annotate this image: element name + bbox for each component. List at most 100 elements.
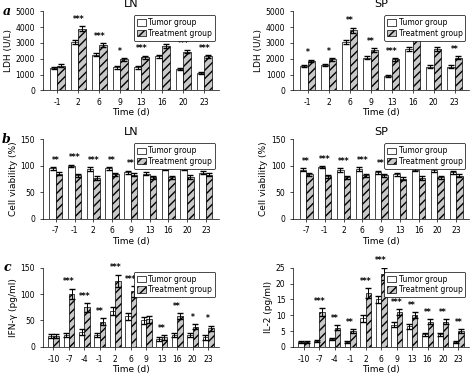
Text: ***: *** (338, 157, 349, 166)
Text: ***: *** (356, 156, 368, 165)
Bar (392, 59, 399, 90)
Text: ***: *** (79, 292, 90, 301)
Bar (93, 178, 100, 219)
Bar (106, 169, 112, 219)
Bar (434, 49, 441, 90)
Text: **: ** (452, 159, 460, 168)
Bar (187, 177, 193, 219)
Bar (64, 335, 69, 347)
Bar (94, 335, 100, 347)
Bar (206, 175, 212, 219)
Bar (384, 76, 392, 90)
Bar (455, 58, 462, 90)
Text: ***: *** (319, 155, 331, 164)
Text: **: ** (367, 37, 374, 46)
Bar (79, 332, 84, 347)
Bar (412, 315, 418, 347)
Text: *: * (160, 33, 164, 42)
Text: **: ** (173, 302, 181, 311)
Bar (397, 312, 402, 347)
Bar (328, 59, 336, 90)
X-axis label: Time (d): Time (d) (112, 109, 150, 117)
Text: ***: *** (125, 275, 137, 284)
Text: ***: *** (313, 297, 325, 306)
Text: **: ** (439, 308, 447, 317)
Bar (422, 334, 428, 347)
Bar (356, 169, 362, 219)
Bar (162, 169, 168, 219)
Bar (428, 322, 433, 347)
Bar (143, 174, 150, 219)
Text: **: ** (52, 156, 60, 164)
Bar (350, 331, 356, 347)
Bar (162, 338, 167, 347)
Bar (181, 169, 187, 219)
Bar (438, 178, 444, 219)
Bar (306, 174, 313, 219)
Text: ***: *** (163, 156, 174, 164)
Bar (49, 169, 56, 219)
Y-axis label: IL-2 (pg/ml): IL-2 (pg/ml) (264, 281, 273, 333)
Y-axis label: Cell viability (%): Cell viability (%) (9, 142, 18, 216)
Bar (197, 73, 204, 90)
Bar (176, 69, 183, 90)
Bar (172, 335, 177, 347)
Bar (329, 339, 335, 347)
Bar (112, 174, 118, 219)
Bar (344, 178, 350, 219)
Bar (113, 68, 120, 90)
Text: **: ** (96, 307, 104, 316)
Bar (447, 67, 455, 90)
Text: ***: *** (177, 39, 189, 48)
Y-axis label: LDH (U/L): LDH (U/L) (4, 29, 13, 72)
Bar (438, 334, 443, 347)
Bar (314, 341, 319, 347)
Bar (146, 319, 152, 347)
Bar (449, 172, 456, 219)
Y-axis label: LDH (U/L): LDH (U/L) (254, 29, 263, 72)
Bar (365, 293, 371, 347)
Text: b: b (2, 133, 11, 146)
Bar (57, 66, 64, 90)
Text: **: ** (377, 159, 385, 168)
Text: ***: *** (199, 44, 210, 53)
Bar (192, 327, 198, 347)
Bar (56, 174, 63, 219)
Bar (337, 170, 344, 219)
Text: **: ** (202, 160, 210, 169)
Legend: Tumor group, Treatment group: Tumor group, Treatment group (134, 15, 215, 41)
Bar (393, 174, 400, 219)
Y-axis label: Cell viability (%): Cell viability (%) (259, 142, 268, 216)
Bar (126, 316, 131, 347)
Bar (350, 30, 357, 90)
Bar (134, 68, 141, 90)
X-axis label: Time (d): Time (d) (362, 109, 400, 117)
Legend: Tumor group, Treatment group: Tumor group, Treatment group (134, 143, 215, 169)
Text: c: c (3, 261, 11, 275)
Bar (300, 170, 306, 219)
Bar (371, 50, 378, 90)
Bar (92, 55, 100, 90)
Text: ***: *** (63, 278, 75, 286)
Text: **: ** (451, 45, 458, 54)
Bar (405, 49, 412, 90)
Bar (426, 67, 434, 90)
Bar (412, 170, 419, 219)
Bar (208, 328, 213, 347)
Legend: Tumor group, Treatment group: Tumor group, Treatment group (384, 143, 465, 169)
Text: ***: *** (386, 47, 397, 56)
Bar (381, 274, 386, 347)
Text: **: ** (346, 16, 354, 25)
Text: **: ** (346, 318, 354, 327)
Text: ***: *** (109, 263, 121, 272)
Text: **: ** (455, 318, 462, 327)
Title: SP: SP (374, 0, 388, 9)
Text: **: ** (424, 308, 431, 317)
Bar (308, 61, 315, 90)
Bar (407, 326, 412, 347)
Text: **: ** (108, 156, 116, 164)
Bar (299, 342, 304, 347)
Bar (453, 342, 458, 347)
Bar (443, 322, 448, 347)
Bar (131, 175, 137, 219)
